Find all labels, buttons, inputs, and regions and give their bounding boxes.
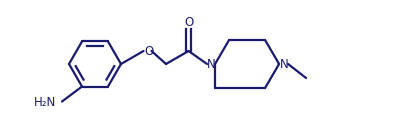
Text: O: O [143, 44, 153, 58]
Text: O: O [183, 15, 193, 29]
Text: N: N [279, 58, 288, 70]
Text: H₂N: H₂N [34, 96, 56, 109]
Text: N: N [206, 58, 215, 70]
